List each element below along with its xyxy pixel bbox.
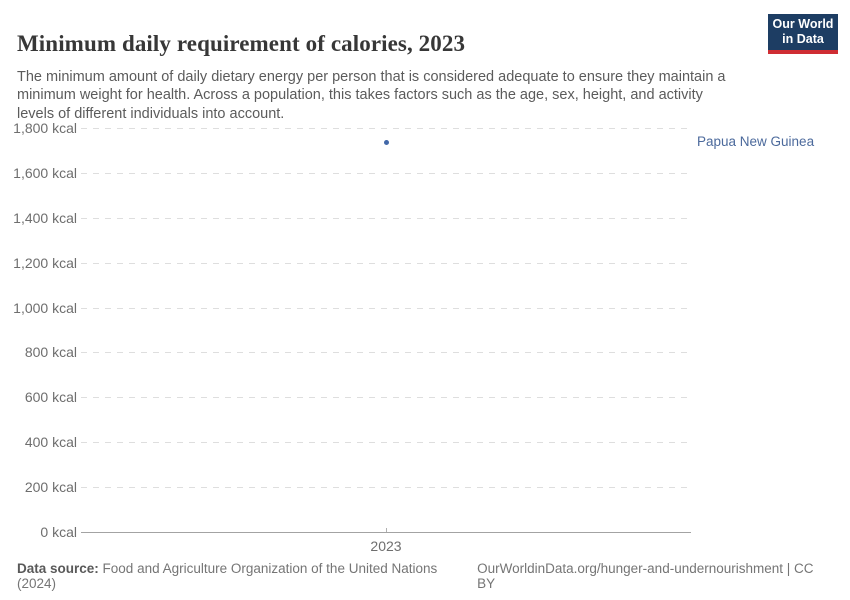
y-tick-label: 1,000 kcal: [13, 300, 77, 316]
gridline: [81, 397, 691, 398]
owid-logo-box: Our World in Data: [768, 14, 838, 50]
chart-footer: Data source: Food and Agriculture Organi…: [0, 561, 850, 591]
y-tick-label: 400 kcal: [24, 434, 77, 450]
y-tick-label: 600 kcal: [24, 389, 77, 405]
data-source-label: Data source:: [17, 561, 99, 576]
y-tick-label: 1,800 kcal: [13, 120, 77, 136]
gridline: [81, 442, 691, 443]
chart-title: Minimum daily requirement of calories, 2…: [17, 31, 466, 57]
y-tick-label: 1,400 kcal: [13, 210, 77, 226]
x-axis-line: [81, 532, 691, 533]
y-tick-label: 1,200 kcal: [13, 255, 77, 271]
data-source-text: Food and Agriculture Organization of the…: [17, 561, 438, 591]
y-tick-label: 0 kcal: [40, 524, 77, 540]
gridline: [81, 487, 691, 488]
y-tick-label: 1,600 kcal: [13, 165, 77, 181]
entity-label[interactable]: Papua New Guinea: [697, 133, 815, 149]
gridline: [81, 352, 691, 353]
gridline: [81, 218, 691, 219]
x-axis-tick: [386, 528, 387, 532]
gridline: [81, 128, 691, 129]
owid-logo-stripe: [768, 50, 838, 54]
chart-subtitle: The minimum amount of daily dietary ener…: [17, 68, 726, 122]
y-tick-label: 200 kcal: [24, 479, 77, 495]
gridline: [81, 308, 691, 309]
owid-logo-line1: Our World: [772, 17, 834, 31]
owid-logo[interactable]: Our World in Data: [768, 14, 838, 54]
data-point[interactable]: [384, 139, 389, 145]
gridline: [81, 173, 691, 174]
owid-cc-link[interactable]: OurWorldinData.org/hunger-and-undernouri…: [477, 561, 814, 591]
gridline: [81, 263, 691, 264]
x-tick-label: 2023: [370, 538, 402, 554]
y-tick-label: 800 kcal: [24, 344, 77, 360]
owid-logo-line2: in Data: [782, 32, 824, 46]
data-source: Data source: Food and Agriculture Organi…: [17, 561, 477, 591]
